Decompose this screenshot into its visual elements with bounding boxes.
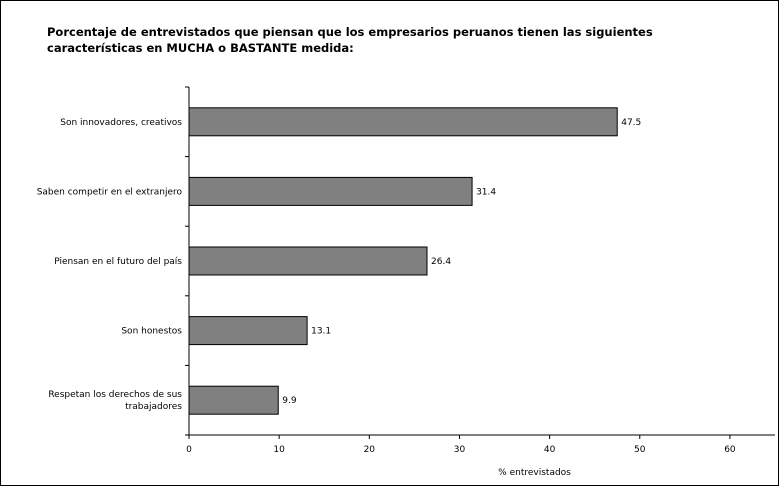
bar-1 <box>188 176 473 206</box>
category-label-4-line-0: Respetan los derechos de sus <box>48 390 182 400</box>
x-tick-label-1: 10 <box>273 445 285 455</box>
bar-4 <box>188 385 279 415</box>
x-tick-label-6: 60 <box>724 445 736 455</box>
chart-title-line-1: Porcentaje de entrevistados que piensan … <box>47 25 653 39</box>
value-label-1: 31.4 <box>476 187 496 197</box>
category-label-1: Saben competir en el extranjero <box>37 187 183 197</box>
bar-3 <box>188 316 308 346</box>
value-label-0: 47.5 <box>621 118 641 128</box>
chart-title-line-2: características en MUCHA o BASTANTE medi… <box>47 41 354 55</box>
x-axis-title: % entrevistados <box>498 468 571 478</box>
x-tick-label-0: 0 <box>186 445 192 455</box>
x-tick-label-4: 40 <box>544 445 556 455</box>
x-tick-label-3: 30 <box>454 445 466 455</box>
category-label-3: Son honestos <box>121 327 182 337</box>
chart-title: Porcentaje de entrevistados que piensan … <box>47 24 687 56</box>
category-label-4-line-1: trabajadores <box>125 402 182 412</box>
bar-2 <box>188 246 428 276</box>
category-label-0: Son innovadores, creativos <box>60 118 182 128</box>
value-label-2: 26.4 <box>431 257 451 267</box>
x-tick-label-2: 20 <box>364 445 376 455</box>
x-tick-label-5: 50 <box>634 445 646 455</box>
value-label-4: 9.9 <box>282 396 297 406</box>
value-label-3: 13.1 <box>311 327 331 337</box>
bar-0 <box>188 107 618 137</box>
category-label-2: Piensan en el futuro del país <box>54 257 182 267</box>
